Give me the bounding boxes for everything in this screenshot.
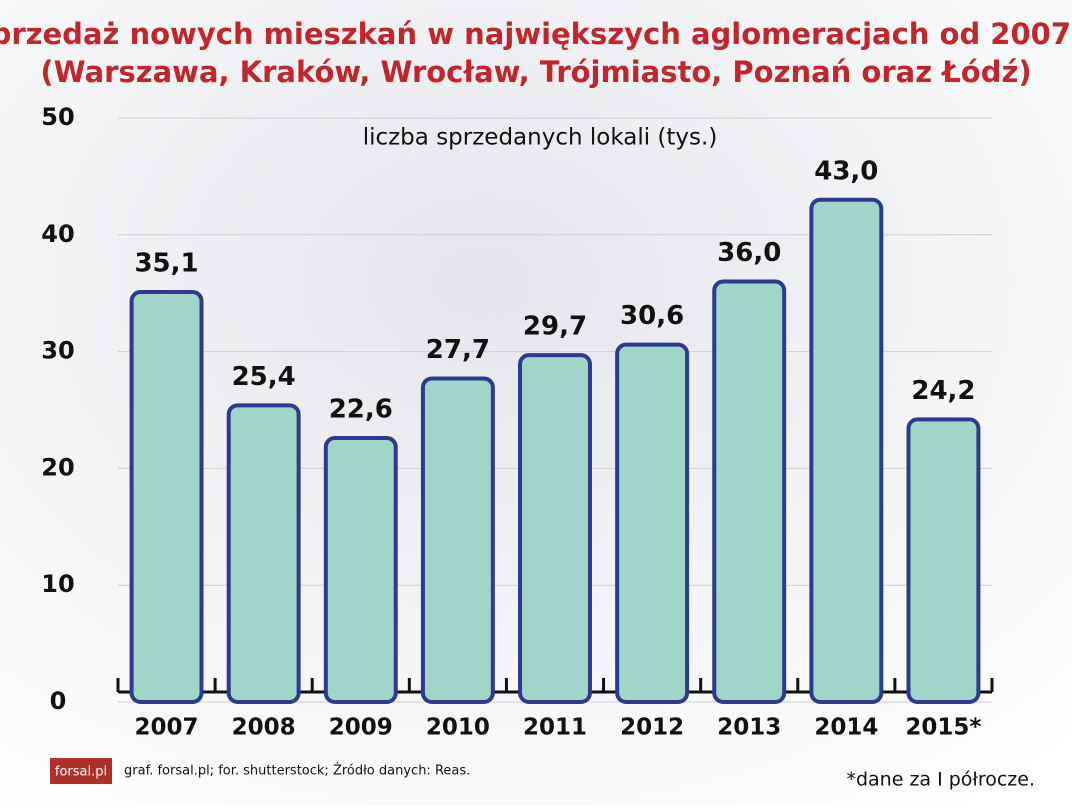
- chart-subtitle: (Warszawa, Kraków, Wrocław, Trójmiasto, …: [40, 55, 1031, 89]
- bar: [323, 436, 398, 704]
- x-tick-label: 2007: [135, 715, 199, 741]
- value-label: 29,7: [523, 312, 587, 342]
- bar: [712, 279, 787, 704]
- note: *dane za I półrocze.: [846, 769, 1035, 791]
- x-tick-label: 2014: [814, 715, 878, 741]
- y-tick-label: 50: [41, 103, 74, 131]
- x-tick-label: 2015*: [905, 715, 981, 741]
- bar: [615, 342, 690, 704]
- value-label: 35,1: [134, 249, 198, 279]
- value-label: 43,0: [814, 156, 878, 186]
- y-tick-label: 20: [41, 453, 74, 481]
- logo: forsal.pl: [55, 765, 107, 780]
- y-tick-label: 30: [41, 337, 74, 365]
- x-tick-label: 2010: [426, 715, 490, 741]
- value-label: 30,6: [620, 301, 684, 331]
- x-tick-label: 2013: [717, 715, 781, 741]
- y-tick-label: 10: [41, 570, 74, 598]
- bar: [518, 353, 592, 704]
- bar: [809, 197, 884, 704]
- value-label: 36,0: [717, 238, 781, 268]
- y-axis-label: liczba sprzedanych lokali (tys.): [363, 125, 718, 151]
- bar: [420, 376, 495, 704]
- x-tick-label: 2011: [523, 715, 587, 741]
- value-label: 25,4: [232, 362, 296, 392]
- bar: [129, 290, 204, 704]
- logo-box: [50, 758, 112, 784]
- value-label: 27,7: [426, 335, 490, 365]
- y-tick-label: 40: [41, 220, 74, 248]
- value-label: 22,6: [329, 395, 393, 425]
- x-tick-label: 2009: [329, 715, 393, 741]
- bar: [906, 417, 981, 704]
- x-tick-label: 2008: [232, 715, 296, 741]
- x-tick-label: 2012: [620, 715, 684, 741]
- source: graf. forsal.pl; for. shutterstock; Źród…: [124, 763, 470, 779]
- value-label: 24,2: [911, 376, 975, 406]
- bar: [226, 403, 301, 704]
- chart-title: Sprzedaż nowych mieszkań w największych …: [0, 17, 1072, 51]
- y-tick-label: 0: [50, 687, 67, 715]
